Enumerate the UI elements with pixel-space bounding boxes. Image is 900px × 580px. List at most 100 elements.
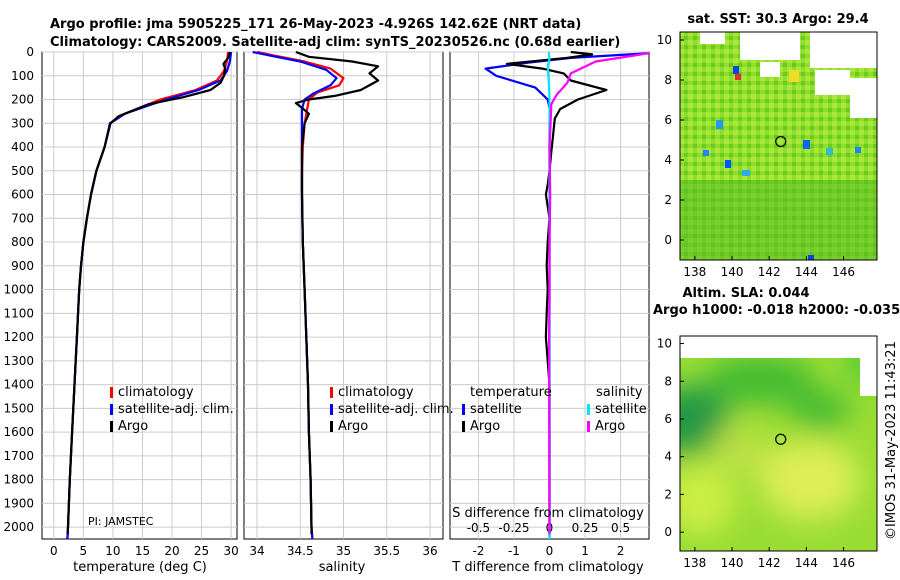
map-x-tick-label: 140 (721, 556, 744, 570)
x-tick-label: 0 (546, 544, 554, 558)
map-x-tick-label: 140 (721, 265, 744, 279)
x-tick-label: 1 (581, 544, 589, 558)
figure-title-line2: Climatology: CARS2009. Satellite-adj cli… (50, 35, 620, 50)
x-tick-label: 2 (617, 544, 625, 558)
x-tick-label: 35.5 (373, 544, 400, 558)
x-tick-label: 34 (249, 544, 264, 558)
x-tick-label: -1 (508, 544, 520, 558)
x-tick-label: 30 (223, 544, 238, 558)
depth-tick-label: 700 (11, 211, 34, 225)
depth-tick-label: 1400 (3, 378, 34, 392)
map-y-tick-label: 8 (664, 73, 672, 87)
depth-axis: 0 100 200 300 400 500 600 700 800 900 1000 1100 1200… (3, 45, 34, 534)
series-line-argo (294, 50, 380, 535)
argo-position-marker (775, 135, 787, 148)
depth-tick-label: 1700 (3, 449, 34, 463)
depth-tick-label: 500 (11, 164, 34, 178)
sla-map-subtitle: Argo h1000: -0.018 h2000: -0.035 (653, 303, 900, 318)
x2-tick-label: 0.25 (572, 521, 599, 535)
map-x-tick-label: 142 (758, 265, 781, 279)
legend-temp-satellite: satellite (470, 402, 522, 417)
depth-tick-label: 1200 (3, 330, 34, 344)
legend-climatology: climatology (118, 385, 194, 400)
difference-xlabel: T difference from climatology (451, 560, 644, 575)
map-y-tick-label: 6 (664, 412, 672, 426)
depth-tick-label: 600 (11, 188, 34, 202)
x-tick-label: 34.5 (287, 544, 314, 558)
map-y-tick-label: 10 (657, 337, 672, 351)
map-y-tick-label: 0 (664, 233, 672, 247)
map-x-tick-label: 142 (758, 556, 781, 570)
depth-tick-label: 1300 (3, 354, 34, 368)
depth-tick-label: 300 (11, 116, 34, 130)
series-line-argo (66, 51, 231, 535)
map-x-tick-label: 144 (795, 265, 818, 279)
x-tick-label: 36 (422, 544, 437, 558)
x-tick-label: 10 (105, 544, 120, 558)
legend-temperature-header: temperature (470, 385, 552, 400)
legend-argo: Argo (338, 419, 368, 434)
map-x-tick-label: 144 (795, 556, 818, 570)
map-x-tick-label: 146 (832, 556, 855, 570)
x-tick-label: -2 (472, 544, 484, 558)
legend-salinity-header: salinity (596, 385, 643, 400)
map-x-tick-label: 138 (683, 556, 706, 570)
map-y-tick-label: 4 (664, 153, 672, 167)
map-y-tick-label: 2 (664, 193, 672, 207)
imos-credit: ©IMOS 31-May-2023 11:43:21 (884, 341, 899, 540)
legend-satellite: satellite-adj. clim. (338, 402, 454, 417)
legend-argo: Argo (118, 419, 148, 434)
difference-legend: temperature satellite Argo salinity sate… (462, 385, 647, 434)
temperature-legend: climatology satellite-adj. clim. Argo (110, 385, 234, 434)
series-line-salinity-satellite (546, 51, 551, 539)
x-tick-label: 25 (194, 544, 209, 558)
sla-heatmap (680, 336, 877, 551)
legend-climatology: climatology (338, 385, 414, 400)
map-x-tick-label: 138 (683, 265, 706, 279)
legend-satellite: satellite-adj. clim. (118, 402, 234, 417)
depth-tick-label: 800 (11, 235, 34, 249)
depth-tick-label: 1100 (3, 306, 34, 320)
depth-tick-label: 1600 (3, 425, 34, 439)
salinity-legend: climatology satellite-adj. clim. Argo (330, 385, 454, 434)
depth-tick-label: 1000 (3, 283, 34, 297)
legend-temp-argo: Argo (470, 419, 500, 434)
x2-tick-label: 0.5 (611, 521, 630, 535)
depth-tick-label: 200 (11, 93, 34, 107)
temperature-panel (41, 51, 238, 540)
depth-tick-label: 2000 (3, 520, 34, 534)
profile-curves (66, 50, 650, 540)
x-tick-label: 20 (164, 544, 179, 558)
map-y-tick-label: 6 (664, 113, 672, 127)
difference-xlabel2: S difference from climatology (452, 506, 644, 521)
x2-tick-label: -0.25 (498, 521, 529, 535)
depth-tick-label: 900 (11, 259, 34, 273)
map-x-tick-label: 146 (832, 265, 855, 279)
map-y-tick-label: 0 (664, 525, 672, 539)
sla-map-title: Altim. SLA: 0.044 (683, 286, 810, 301)
legend-sal-satellite: satellite (595, 402, 647, 417)
x-axes: 0 5 10 15 20 25 30 34 34.5 35 35.5 36 -2 -1 0 1 2 -0.5 -0.… (50, 521, 630, 558)
depth-tick-label: 1800 (3, 473, 34, 487)
series-line-salinity-argo (547, 52, 650, 535)
x-tick-label: 5 (80, 544, 88, 558)
sst-map-title: sat. SST: 30.3 Argo: 29.4 (687, 12, 868, 27)
depth-tick-label: 100 (11, 69, 34, 83)
temperature-xlabel: temperature (deg C) (73, 560, 207, 575)
argo-position-marker (775, 433, 787, 445)
depth-tick-label: 400 (11, 140, 34, 154)
legend-sal-argo: Argo (595, 419, 625, 434)
sst-map-frame (679, 31, 878, 261)
depth-tick-label: 1900 (3, 496, 34, 510)
map-y-tick-label: 8 (664, 374, 672, 388)
pi-annotation: PI: JAMSTEC (88, 515, 154, 528)
sst-map-axes: 138 140 142 144 146 0 2 4 6 8 10 (657, 33, 855, 279)
map-y-tick-label: 2 (664, 487, 672, 501)
depth-tick-label: 0 (26, 45, 34, 59)
x-tick-label: 0 (50, 544, 58, 558)
depth-tick-label: 1500 (3, 401, 34, 415)
salinity-xlabel: salinity (319, 560, 366, 575)
map-y-tick-label: 4 (664, 450, 672, 464)
x-tick-label: 15 (135, 544, 150, 558)
